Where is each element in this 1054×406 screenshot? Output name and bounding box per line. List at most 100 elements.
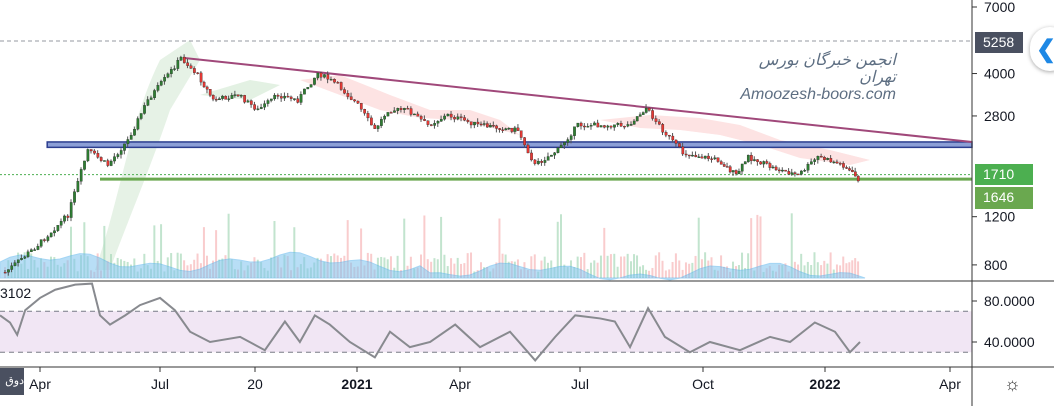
candle bbox=[419, 116, 423, 120]
candle bbox=[413, 113, 416, 116]
candle bbox=[393, 110, 396, 113]
candle bbox=[76, 181, 80, 192]
volume-bar bbox=[810, 264, 813, 278]
volume-bar bbox=[450, 258, 453, 278]
resistance-zone[interactable] bbox=[46, 141, 973, 149]
candle bbox=[359, 103, 363, 110]
candle bbox=[306, 87, 310, 90]
volume-bar bbox=[603, 227, 606, 278]
volume-bar bbox=[583, 252, 586, 278]
volume-bar bbox=[636, 255, 639, 278]
candle bbox=[218, 98, 221, 101]
candle bbox=[573, 126, 576, 136]
candle bbox=[504, 128, 508, 131]
descending-trendline[interactable] bbox=[183, 56, 973, 144]
price-axis-label: 1200 bbox=[984, 209, 1015, 225]
candle bbox=[476, 121, 480, 125]
candle bbox=[221, 95, 224, 99]
volume-bar bbox=[756, 214, 759, 278]
volume-bar bbox=[848, 262, 851, 278]
chevron-left-icon: ❮ bbox=[1036, 35, 1054, 64]
candle bbox=[353, 99, 356, 102]
collapse-panel-button[interactable]: ❮ bbox=[1030, 27, 1054, 71]
candle bbox=[227, 98, 231, 100]
time-axis-label: Jul bbox=[151, 376, 169, 392]
volume-bar bbox=[183, 260, 186, 278]
candle bbox=[566, 139, 570, 143]
volume-bar bbox=[215, 230, 218, 278]
settings-gear-icon[interactable]: ☼ bbox=[1004, 374, 1021, 394]
volume-bar bbox=[596, 262, 599, 278]
volume-bar bbox=[540, 260, 543, 278]
volume-bar bbox=[790, 213, 793, 278]
candle bbox=[635, 116, 639, 122]
candle bbox=[433, 123, 436, 126]
volume-bar bbox=[759, 216, 762, 278]
candle bbox=[20, 258, 23, 260]
candle bbox=[654, 118, 658, 122]
candle bbox=[176, 60, 180, 69]
candle bbox=[713, 157, 717, 160]
volume-bar bbox=[813, 252, 816, 278]
volume-bar bbox=[826, 263, 829, 278]
candle bbox=[239, 95, 243, 97]
candle bbox=[678, 143, 681, 147]
candle bbox=[46, 236, 50, 241]
candle bbox=[728, 166, 732, 173]
time-axis-label: Oct bbox=[692, 376, 714, 392]
volume-bar bbox=[820, 265, 823, 278]
candle bbox=[671, 135, 675, 141]
candle bbox=[123, 143, 126, 151]
candle bbox=[56, 225, 60, 231]
candle bbox=[606, 125, 610, 128]
candle bbox=[389, 112, 393, 114]
candle bbox=[36, 246, 40, 250]
candle bbox=[586, 126, 590, 128]
candle bbox=[313, 77, 316, 85]
candle bbox=[16, 259, 20, 263]
candle bbox=[473, 121, 476, 126]
candle bbox=[632, 120, 636, 125]
candle bbox=[416, 113, 420, 117]
volume-moving-average bbox=[0, 251, 866, 281]
candle bbox=[756, 159, 759, 162]
time-axis-label: 2021 bbox=[341, 376, 372, 392]
candle bbox=[293, 98, 296, 100]
volume-bar bbox=[389, 256, 392, 278]
candle bbox=[439, 119, 443, 122]
candle bbox=[73, 191, 76, 203]
candle bbox=[409, 108, 413, 115]
candle bbox=[153, 90, 156, 99]
candle bbox=[596, 122, 600, 128]
candle bbox=[803, 170, 807, 172]
candle bbox=[436, 121, 440, 124]
volume-bar bbox=[580, 257, 582, 278]
candle bbox=[694, 154, 698, 158]
candle bbox=[641, 112, 645, 115]
candle bbox=[482, 123, 486, 125]
volume-bar bbox=[227, 213, 230, 278]
volume-bar bbox=[806, 261, 809, 278]
volume-bar bbox=[593, 260, 596, 278]
candle bbox=[179, 56, 183, 61]
candle bbox=[835, 161, 839, 164]
volume-bar bbox=[816, 262, 819, 278]
candle bbox=[214, 98, 218, 101]
candle bbox=[39, 239, 43, 247]
candle bbox=[49, 232, 53, 237]
candle bbox=[829, 158, 833, 163]
candle bbox=[556, 147, 560, 153]
candle bbox=[366, 113, 370, 119]
candle bbox=[309, 84, 313, 88]
volume-bar bbox=[741, 252, 744, 278]
candle bbox=[363, 109, 367, 114]
last-price-tag: 1710 bbox=[975, 164, 1033, 185]
candle bbox=[326, 74, 330, 80]
candle bbox=[376, 125, 380, 129]
candle bbox=[550, 154, 553, 157]
candle bbox=[725, 166, 729, 168]
candle bbox=[790, 172, 794, 175]
candle bbox=[823, 157, 826, 160]
candle bbox=[356, 100, 360, 104]
